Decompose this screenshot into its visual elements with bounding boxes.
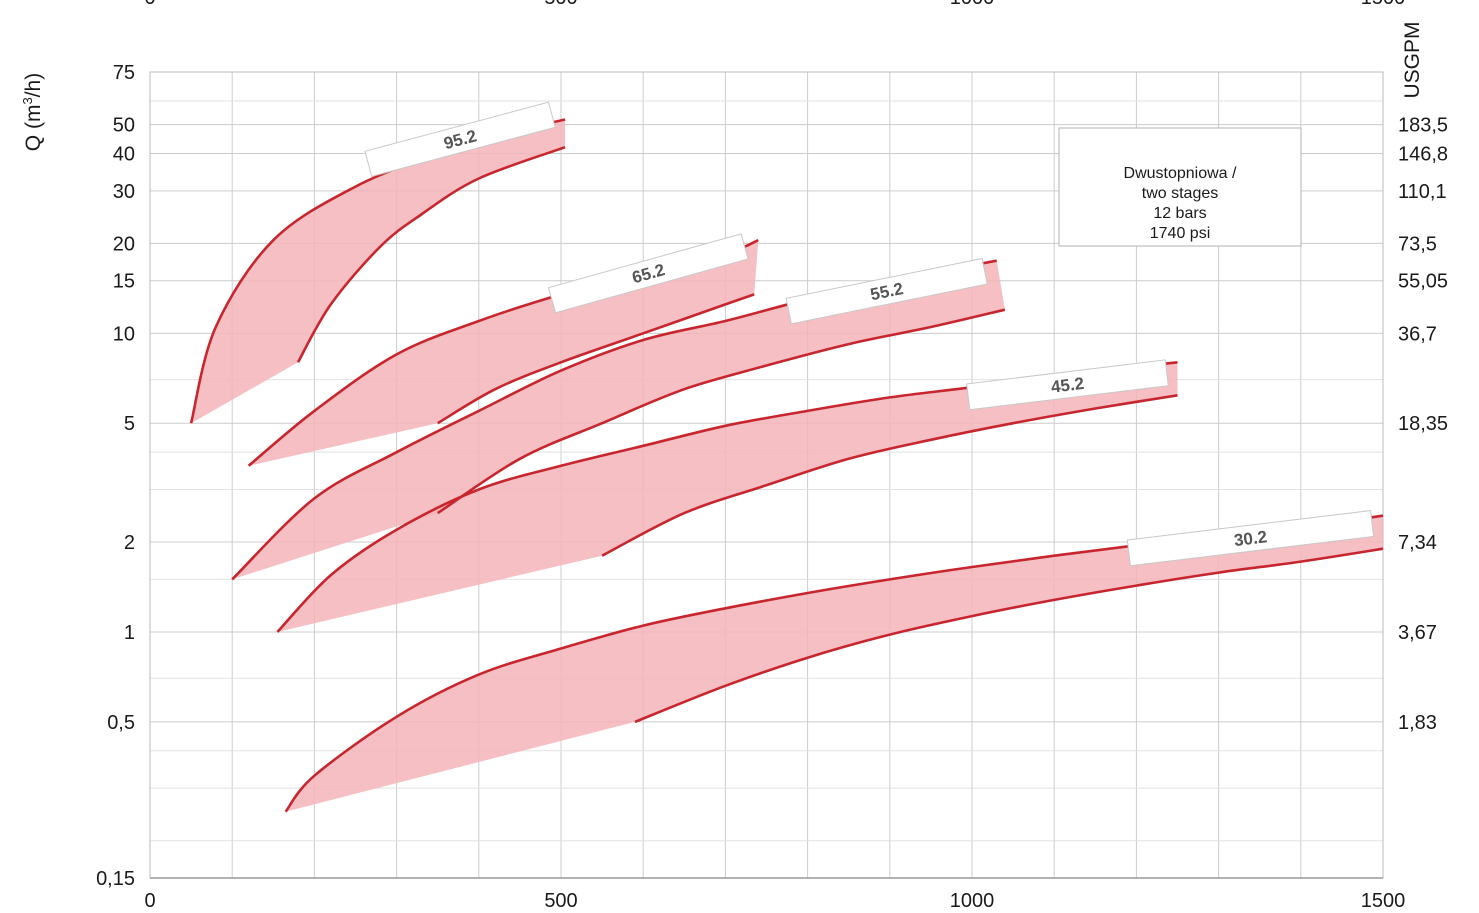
y-axis-title: Q (m3/h): [20, 73, 45, 151]
annotation-line-1: Dwustopniowa /: [1124, 165, 1238, 182]
axes: 75 50 40 30 20 15 10 5 2 1 0,5 0,15 183,5 146,8 110,1 7…: [96, 0, 1448, 912]
series-fill-95.2: [191, 119, 566, 424]
x-tick-label: 1500: [1361, 890, 1406, 912]
y-tick-label: 5: [124, 413, 135, 435]
curve-label-box: [547, 233, 749, 314]
x-tick-label: 0: [144, 890, 155, 912]
right-axis-title: USGPM: [1401, 21, 1424, 98]
curve-label-box: [966, 359, 1169, 411]
right-tick-label: 7,34: [1398, 532, 1437, 554]
curve-label-text: 30.2: [1233, 527, 1268, 550]
x-tick-label: 500: [544, 890, 577, 912]
series-lower-line-45.2: [601, 394, 1178, 557]
curve-label-95.2: 95.2: [364, 101, 556, 178]
annotation-line-2: two stages: [1142, 185, 1218, 202]
series-lower-line-95.2: [296, 145, 566, 363]
y-tick-label: 50: [113, 115, 135, 137]
y-tick-label: 15: [113, 271, 135, 293]
annotation-line-3: 12 bars: [1153, 205, 1206, 222]
right-tick-label: 55,05: [1398, 271, 1448, 293]
right-tick-label: 3,67: [1398, 622, 1437, 644]
curve-label-65.2: 65.2: [547, 233, 749, 314]
curve-label-30.2: 30.2: [1126, 510, 1375, 567]
y-tick-label: 10: [113, 323, 135, 345]
right-tick-label: 110,1: [1398, 181, 1447, 203]
right-tick-label: 1,83: [1398, 712, 1437, 734]
series-fill-65.2: [248, 240, 759, 466]
annotation-box: Dwustopniowa / two stages 12 bars 1740 p…: [1058, 127, 1302, 247]
right-tick-label: 183,5: [1398, 115, 1448, 137]
curve-label-text: 45.2: [1050, 374, 1085, 397]
grid: [149, 71, 1384, 879]
y-tick-label: 0,5: [107, 712, 135, 734]
series-lower-line-65.2: [437, 293, 755, 425]
top-tick-label: 1000: [950, 0, 995, 9]
curve-label-box: [1126, 510, 1375, 567]
curve-label-box: [785, 257, 988, 325]
series-lower-line-55.2: [436, 308, 1006, 515]
top-tick-label: 0: [144, 0, 155, 9]
top-tick-label: 500: [544, 0, 577, 9]
curve-labels: 95.2 65.2 55.2 45.2 30.2: [364, 101, 1375, 567]
y-tick-label: 30: [113, 181, 135, 203]
y-tick-label: 0,15: [96, 868, 135, 890]
right-tick-label: 73,5: [1398, 233, 1437, 255]
y-tick-label: 20: [113, 233, 135, 255]
y-tick-label: 1: [124, 622, 135, 644]
curve-label-box: [364, 101, 556, 178]
series-fill-55.2: [232, 260, 1005, 580]
series-lower-line-30.2: [634, 547, 1384, 724]
y-tick-label: 75: [113, 62, 135, 84]
right-tick-label: 18,35: [1398, 413, 1448, 435]
top-tick-label: 1500: [1361, 0, 1406, 9]
x-tick-label: 1000: [950, 890, 995, 912]
y-tick-label: 40: [113, 144, 135, 166]
curve-label-45.2: 45.2: [966, 359, 1169, 411]
y-tick-label: 2: [124, 532, 135, 554]
right-tick-label: 36,7: [1398, 323, 1437, 345]
curve-label-55.2: 55.2: [785, 257, 988, 325]
right-tick-label: 146,8: [1398, 144, 1448, 166]
annotation-line-4: 1740 psi: [1150, 225, 1211, 242]
